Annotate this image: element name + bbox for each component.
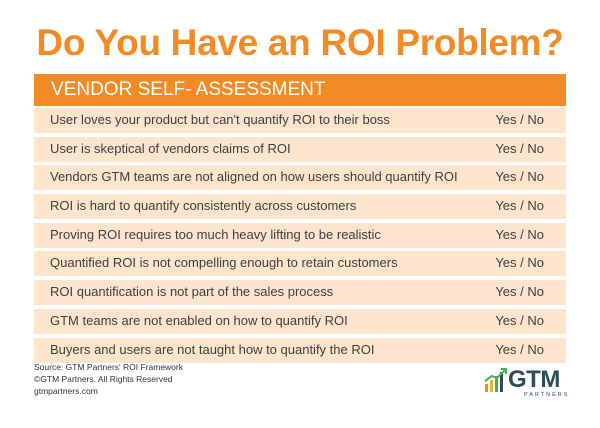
question-text: ROI is hard to quantify consistently acr… [50,198,357,214]
assessment-header-label: VENDOR SELF- ASSESSMENT [51,79,326,100]
list-item: Vendors GTM teams are not aligned on how… [34,165,566,191]
question-text: User loves your product but can't quanti… [50,112,390,127]
question-text: User is skeptical of vendors claims of R… [50,140,291,156]
page-title: Do You Have an ROI Problem? [36,22,564,63]
list-item: Buyers and users are not taught how to q… [34,337,566,363]
gtm-partners-logo: GTM PARTNERS [484,365,574,401]
answer-text: Yes / No [495,284,544,300]
answer-text: Yes / No [495,169,544,185]
list-item: ROI is hard to quantify consistently acr… [34,194,566,220]
source-text: Source: GTM Partners' ROI Framework [34,362,183,372]
footer: Source: GTM Partners' ROI Framework ©GTM… [34,361,183,397]
list-item: GTM teams are not enabled on how to quan… [34,308,566,334]
answer-text: Yes / No [495,312,544,328]
question-text: Quantified ROI is not compelling enough … [50,255,398,271]
question-text: GTM teams are not enabled on how to quan… [50,312,348,328]
rising-bar-chart-icon [484,368,507,392]
assessment-list: User loves your product but can't quanti… [34,108,566,366]
list-item: ROI quantification is not part of the sa… [34,280,566,306]
answer-text: Yes / No [495,255,544,271]
answer-text: Yes / No [495,112,544,127]
list-item: Quantified ROI is not compelling enough … [34,251,566,277]
website-link[interactable]: gtmpartners.com [34,386,98,396]
list-item: Proving ROI requires too much heavy lift… [34,222,566,248]
answer-text: Yes / No [495,226,544,242]
question-text: Proving ROI requires too much heavy lift… [50,226,381,242]
list-item: User is skeptical of vendors claims of R… [34,136,566,162]
question-text: Vendors GTM teams are not aligned on how… [50,169,458,185]
answer-text: Yes / No [495,140,544,156]
answer-text: Yes / No [495,198,544,214]
logo-name: GTM [508,366,560,393]
assessment-header: VENDOR SELF- ASSESSMENT [34,74,566,106]
answer-text: Yes / No [495,341,544,357]
logo-sub: PARTNERS [524,392,570,398]
list-item: User loves your product but can't quanti… [34,108,566,133]
question-text: ROI quantification is not part of the sa… [50,284,334,300]
question-text: Buyers and users are not taught how to q… [50,341,375,357]
copyright-text: ©GTM Partners, All Rights Reserved [34,374,173,384]
